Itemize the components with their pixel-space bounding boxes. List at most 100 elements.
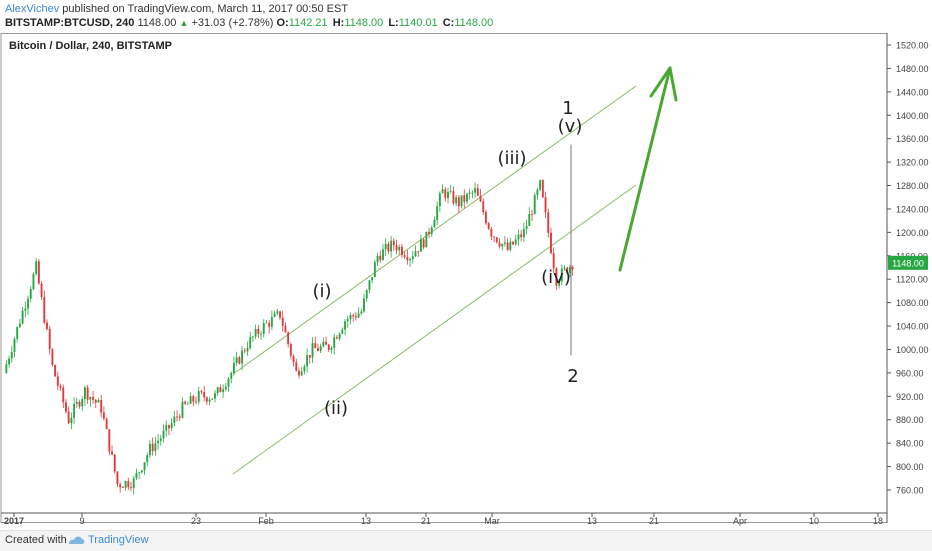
candle-body [167, 425, 170, 429]
candle-body [273, 313, 276, 317]
candle-body [531, 214, 533, 215]
candle-body [246, 348, 249, 352]
candle-body [165, 425, 168, 431]
candle-body [195, 401, 197, 403]
candle-body [162, 430, 165, 439]
candle-body [409, 259, 412, 261]
candle-body [208, 399, 211, 402]
candle-body [40, 283, 43, 298]
x-tick-label: 9 [79, 516, 84, 526]
open-value: 1142.21 [288, 17, 328, 29]
candle-body [241, 350, 244, 364]
candle-body [371, 277, 374, 281]
up-triangle-icon: ▲ [179, 18, 189, 28]
candle-body [186, 403, 189, 405]
candle-body [56, 376, 59, 386]
candle-body [441, 189, 444, 194]
candle-body [59, 385, 62, 388]
open-label: O: [276, 17, 289, 29]
candle-body [533, 194, 536, 215]
candle-body [116, 471, 119, 485]
candle-body [113, 454, 116, 472]
candle-body [292, 355, 295, 363]
x-tick-label: 21 [649, 516, 659, 526]
y-tick-label: 1080.00 [896, 298, 929, 308]
close-value: 1148.00 [454, 17, 494, 29]
candle-body [43, 297, 46, 323]
candle-body [203, 392, 206, 398]
candle-body [444, 189, 447, 199]
candle-body [311, 343, 314, 358]
x-axis-ticks: 2017 9 23 Feb 13 21 Mar 13 21 Apr 10 18 [4, 513, 883, 526]
candle-body [146, 455, 149, 463]
projection-arrow [618, 66, 678, 272]
candle-body [46, 322, 48, 329]
candle-body [411, 256, 414, 260]
candle-body [330, 347, 333, 350]
candle-body [536, 189, 539, 195]
tradingview-logo-icon [69, 536, 85, 544]
candle-body [78, 401, 81, 407]
candle-body [333, 337, 336, 348]
candle-body [528, 214, 531, 226]
chart-area[interactable]: Bitcoin / Dollar, 240, BITSTAMP 1520.00 1… [0, 33, 932, 530]
candle-body [260, 333, 262, 335]
candle-body [455, 197, 458, 204]
candle-body [157, 440, 160, 444]
plot-frame [0, 33, 888, 523]
candle-body [352, 315, 355, 317]
candle-body [308, 355, 311, 358]
candle-body [430, 227, 433, 234]
candle-body [501, 243, 504, 247]
candle-body [235, 357, 238, 364]
candle-body [65, 402, 67, 412]
y-tick-label: 1480.00 [896, 64, 929, 74]
candle-body [224, 386, 227, 390]
candle-body [54, 365, 57, 377]
candle-body [100, 399, 103, 413]
y-tick-label: 960.00 [896, 368, 924, 378]
candle-body [222, 389, 225, 393]
candle-body [346, 319, 349, 322]
chart-title: Bitcoin / Dollar, 240, BITSTAMP [9, 40, 172, 52]
candle-body [319, 346, 322, 351]
symbol-line: BITSTAMP:BTCUSD, 240 1148.00 ▲ +31.03 (+… [5, 17, 495, 29]
candle-body [173, 416, 176, 423]
candle-body [495, 237, 498, 243]
candle-body [550, 232, 552, 254]
candle-body [541, 180, 544, 198]
y-tick-label: 880.00 [896, 415, 924, 425]
candle-body [303, 366, 306, 372]
candle-body [512, 241, 514, 245]
candle-body [398, 246, 401, 251]
candle-body [433, 220, 436, 228]
candle-body [189, 396, 192, 404]
candle-body [289, 344, 292, 356]
candle-body [135, 473, 138, 479]
author-link[interactable]: AlexVichev [5, 3, 60, 15]
tradingview-brand-link[interactable]: TradingView [88, 534, 149, 546]
candle-body [414, 251, 417, 257]
candle-body [21, 310, 24, 324]
candle-body [154, 443, 157, 451]
high-value: 1148.00 [344, 17, 384, 29]
candle-body [37, 261, 40, 284]
candle-body [86, 387, 89, 400]
candle-body [24, 308, 27, 311]
y-tick-label: 1040.00 [896, 322, 929, 332]
x-tick-label: 10 [809, 516, 819, 526]
candle-body [382, 249, 384, 261]
y-tick-label: 1520.00 [896, 41, 929, 51]
candle-body [460, 195, 463, 207]
candle-body [449, 191, 452, 193]
candle-body [547, 212, 550, 233]
candle-body [108, 429, 111, 452]
y-tick-label: 1360.00 [896, 134, 929, 144]
candle-body [563, 267, 566, 269]
price-change: +31.03 (+2.78%) [191, 17, 274, 29]
candle-body [132, 478, 135, 489]
candle-body [428, 231, 430, 234]
price-chart[interactable]: Bitcoin / Dollar, 240, BITSTAMP 1520.00 1… [0, 33, 932, 530]
candle-body [73, 403, 76, 418]
y-tick-label: 1280.00 [896, 181, 929, 191]
